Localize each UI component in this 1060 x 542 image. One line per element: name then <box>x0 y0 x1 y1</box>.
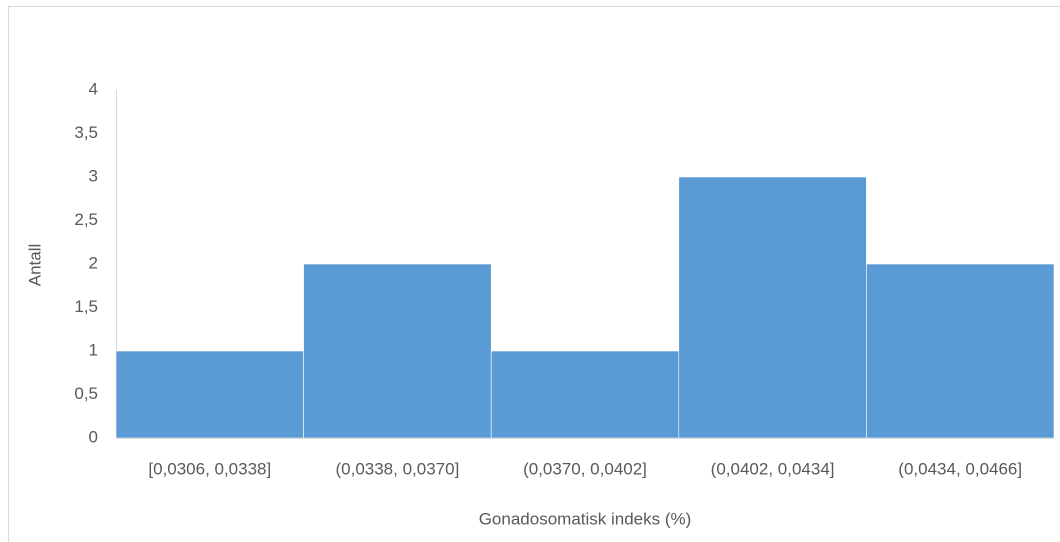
x-tick-label: (0,0402, 0,0434] <box>711 459 835 478</box>
bar <box>303 263 492 439</box>
y-tick-label: 4 <box>89 79 98 98</box>
bar <box>678 176 867 439</box>
bar <box>490 350 680 439</box>
bar <box>115 350 304 439</box>
x-tick-label: (0,0370, 0,0402] <box>523 459 647 478</box>
y-tick-label: 1 <box>89 340 98 359</box>
y-tick-label: 1,5 <box>74 297 98 316</box>
x-tick-label: (0,0434, 0,0466] <box>898 459 1022 478</box>
x-tick-label: (0,0338, 0,0370] <box>335 459 459 478</box>
y-tick-label: 0 <box>89 427 98 446</box>
y-tick-label: 2,5 <box>74 210 98 229</box>
x-axis-title: Gonadosomatisk indeks (%) <box>479 509 692 528</box>
y-axis-title: Antall <box>25 244 44 287</box>
x-tick-label: [0,0306, 0,0338] <box>148 459 271 478</box>
y-tick-label: 0,5 <box>74 384 98 403</box>
y-tick-label: 3 <box>89 166 98 185</box>
y-tick-label: 2 <box>89 253 98 272</box>
y-tick-label: 3,5 <box>74 123 98 142</box>
bar <box>866 263 1055 439</box>
